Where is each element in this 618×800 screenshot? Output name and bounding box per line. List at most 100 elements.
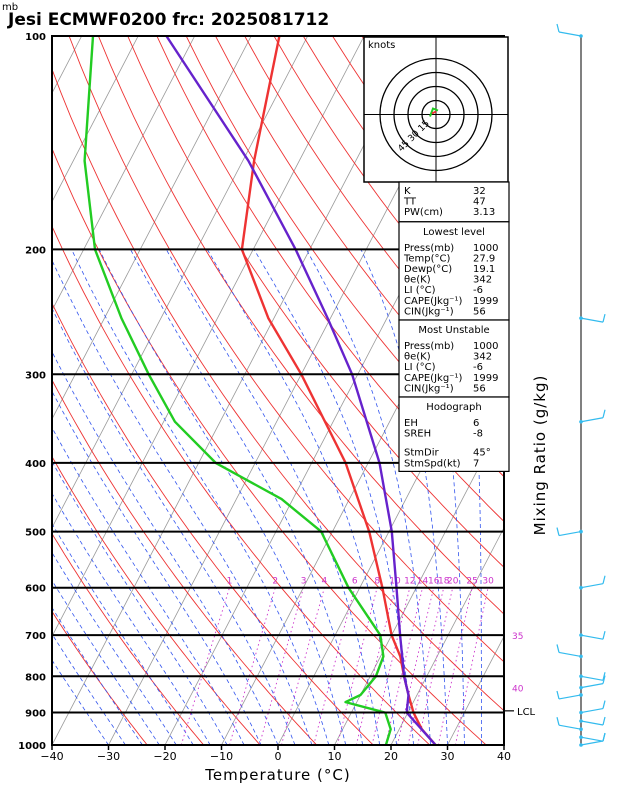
x-tick-label: 0 xyxy=(275,750,282,763)
index-key: EH xyxy=(404,418,418,429)
chart-title: Jesi ECMWF0200 frc: 2025081712 xyxy=(8,10,330,30)
index-box-lowest xyxy=(398,221,510,321)
wind-barb xyxy=(580,707,604,714)
mixing-ratio-label: 16 xyxy=(428,577,440,587)
dry-adiabat xyxy=(537,36,618,745)
index-value: 19.1 xyxy=(473,264,495,275)
mixing-ratio-label: 14 xyxy=(417,577,429,587)
dry-adiabat xyxy=(52,67,504,712)
index-value: 1000 xyxy=(473,243,498,254)
wind-barb xyxy=(580,675,604,681)
wind-barb xyxy=(558,694,582,700)
dry-adiabat xyxy=(52,610,148,745)
index-key: CAPE(Jkg⁻¹) xyxy=(404,296,462,307)
isotherm-line xyxy=(52,36,252,420)
dry-adiabat xyxy=(185,36,504,478)
y-tick-label: 100 xyxy=(25,32,46,43)
x-tick-label: 10 xyxy=(328,750,342,763)
y-tick-label: 500 xyxy=(25,528,46,539)
index-key: Press(mb) xyxy=(404,341,454,352)
mixing-ratio-line xyxy=(281,587,325,745)
x-tick-label: 30 xyxy=(441,750,455,763)
moist-adiabat xyxy=(52,492,211,745)
y-tick-label: 300 xyxy=(25,370,46,381)
background-lines xyxy=(52,36,618,745)
mixing-ratio-line xyxy=(417,587,454,745)
dry-adiabat xyxy=(52,532,205,745)
dry-adiabat xyxy=(127,36,504,568)
wind-barb-flag xyxy=(556,690,560,700)
mixing-ratio-label: 1 xyxy=(227,577,233,587)
wind-barb-flag xyxy=(556,717,560,726)
wind-barb-flag xyxy=(556,527,560,536)
wind-barb xyxy=(580,583,604,589)
mixing-ratio-line xyxy=(180,587,230,745)
wind-barb-flag xyxy=(602,313,606,323)
index-key: SREH xyxy=(404,429,431,440)
wind-barb xyxy=(580,720,604,726)
x-tick-label: 20 xyxy=(384,750,398,763)
wind-barb xyxy=(558,651,582,658)
index-value: 32 xyxy=(473,186,486,197)
hodograph-unit-label: knots xyxy=(368,40,395,51)
moist-adiabat xyxy=(52,307,296,745)
index-value: 45° xyxy=(473,448,491,459)
moist-adiabat xyxy=(52,259,313,745)
isotherm-line xyxy=(390,526,504,745)
lcl-label: LCL xyxy=(517,707,536,718)
index-key: Temp(°C) xyxy=(403,253,451,264)
mixing-ratio-label: 6 xyxy=(352,577,358,587)
isotherm-line xyxy=(334,418,504,745)
hodograph-trace xyxy=(431,110,437,115)
wind-barb-column xyxy=(556,23,606,747)
index-key: TT xyxy=(403,197,417,208)
index-value: 56 xyxy=(473,383,486,394)
moist-adiabat xyxy=(52,390,262,745)
wind-barb xyxy=(580,736,604,742)
index-box-unstable xyxy=(398,319,510,398)
mixing-ratio-label: 4 xyxy=(322,577,328,587)
isotherm-line xyxy=(52,36,309,529)
dry-adiabat xyxy=(567,36,618,745)
isotherm-line xyxy=(52,36,196,312)
index-key: θe(K) xyxy=(404,352,431,363)
mixing-ratio-line xyxy=(229,587,276,745)
pressure-unit-label: mb xyxy=(2,2,19,13)
mixing-ratio-label: 12 xyxy=(404,577,415,587)
isotherm-line xyxy=(561,36,618,745)
wind-barb-flag xyxy=(602,575,606,584)
index-key: PW(cm) xyxy=(404,207,443,218)
indices-table: K 32 TT 47 PW(cm) 3.13 Lowest level Press(mb) 10… xyxy=(398,181,510,473)
index-key: LI (°C) xyxy=(404,362,436,373)
index-key: CIN(Jkg⁻¹) xyxy=(404,306,454,317)
moist-adiabat xyxy=(206,249,398,745)
mixing-ratio-label: 25 xyxy=(466,577,477,587)
index-key: Dewp(°C) xyxy=(404,264,452,275)
mixing-ratio-label: 2 xyxy=(272,577,278,587)
mixing-ratio-label: 8 xyxy=(374,577,380,587)
wind-barb-flag xyxy=(602,675,606,684)
index-value: 47 xyxy=(473,197,486,208)
moist-adiabat xyxy=(52,551,177,745)
index-value: 1000 xyxy=(473,341,498,352)
index-key: StmSpd(kt) xyxy=(404,458,461,469)
mixing-ratio-label: 30 xyxy=(482,577,494,587)
wind-barb xyxy=(580,317,604,323)
index-value: -8 xyxy=(473,429,483,440)
moist-adiabat xyxy=(52,633,126,745)
dry-adiabat xyxy=(52,225,431,745)
x-tick-label: −10 xyxy=(210,750,233,763)
wind-barb-flag xyxy=(602,716,606,726)
index-value: 3.13 xyxy=(473,207,495,218)
y-tick-label: 800 xyxy=(25,672,46,683)
index-key: LI (°C) xyxy=(404,285,436,296)
mixing-ratio-label: 20 xyxy=(447,577,459,587)
wind-barb-dot xyxy=(579,419,583,424)
x-axis-label: Temperature (°C) xyxy=(204,766,350,784)
moist-adiabat xyxy=(52,426,245,745)
wind-barb xyxy=(580,417,604,423)
